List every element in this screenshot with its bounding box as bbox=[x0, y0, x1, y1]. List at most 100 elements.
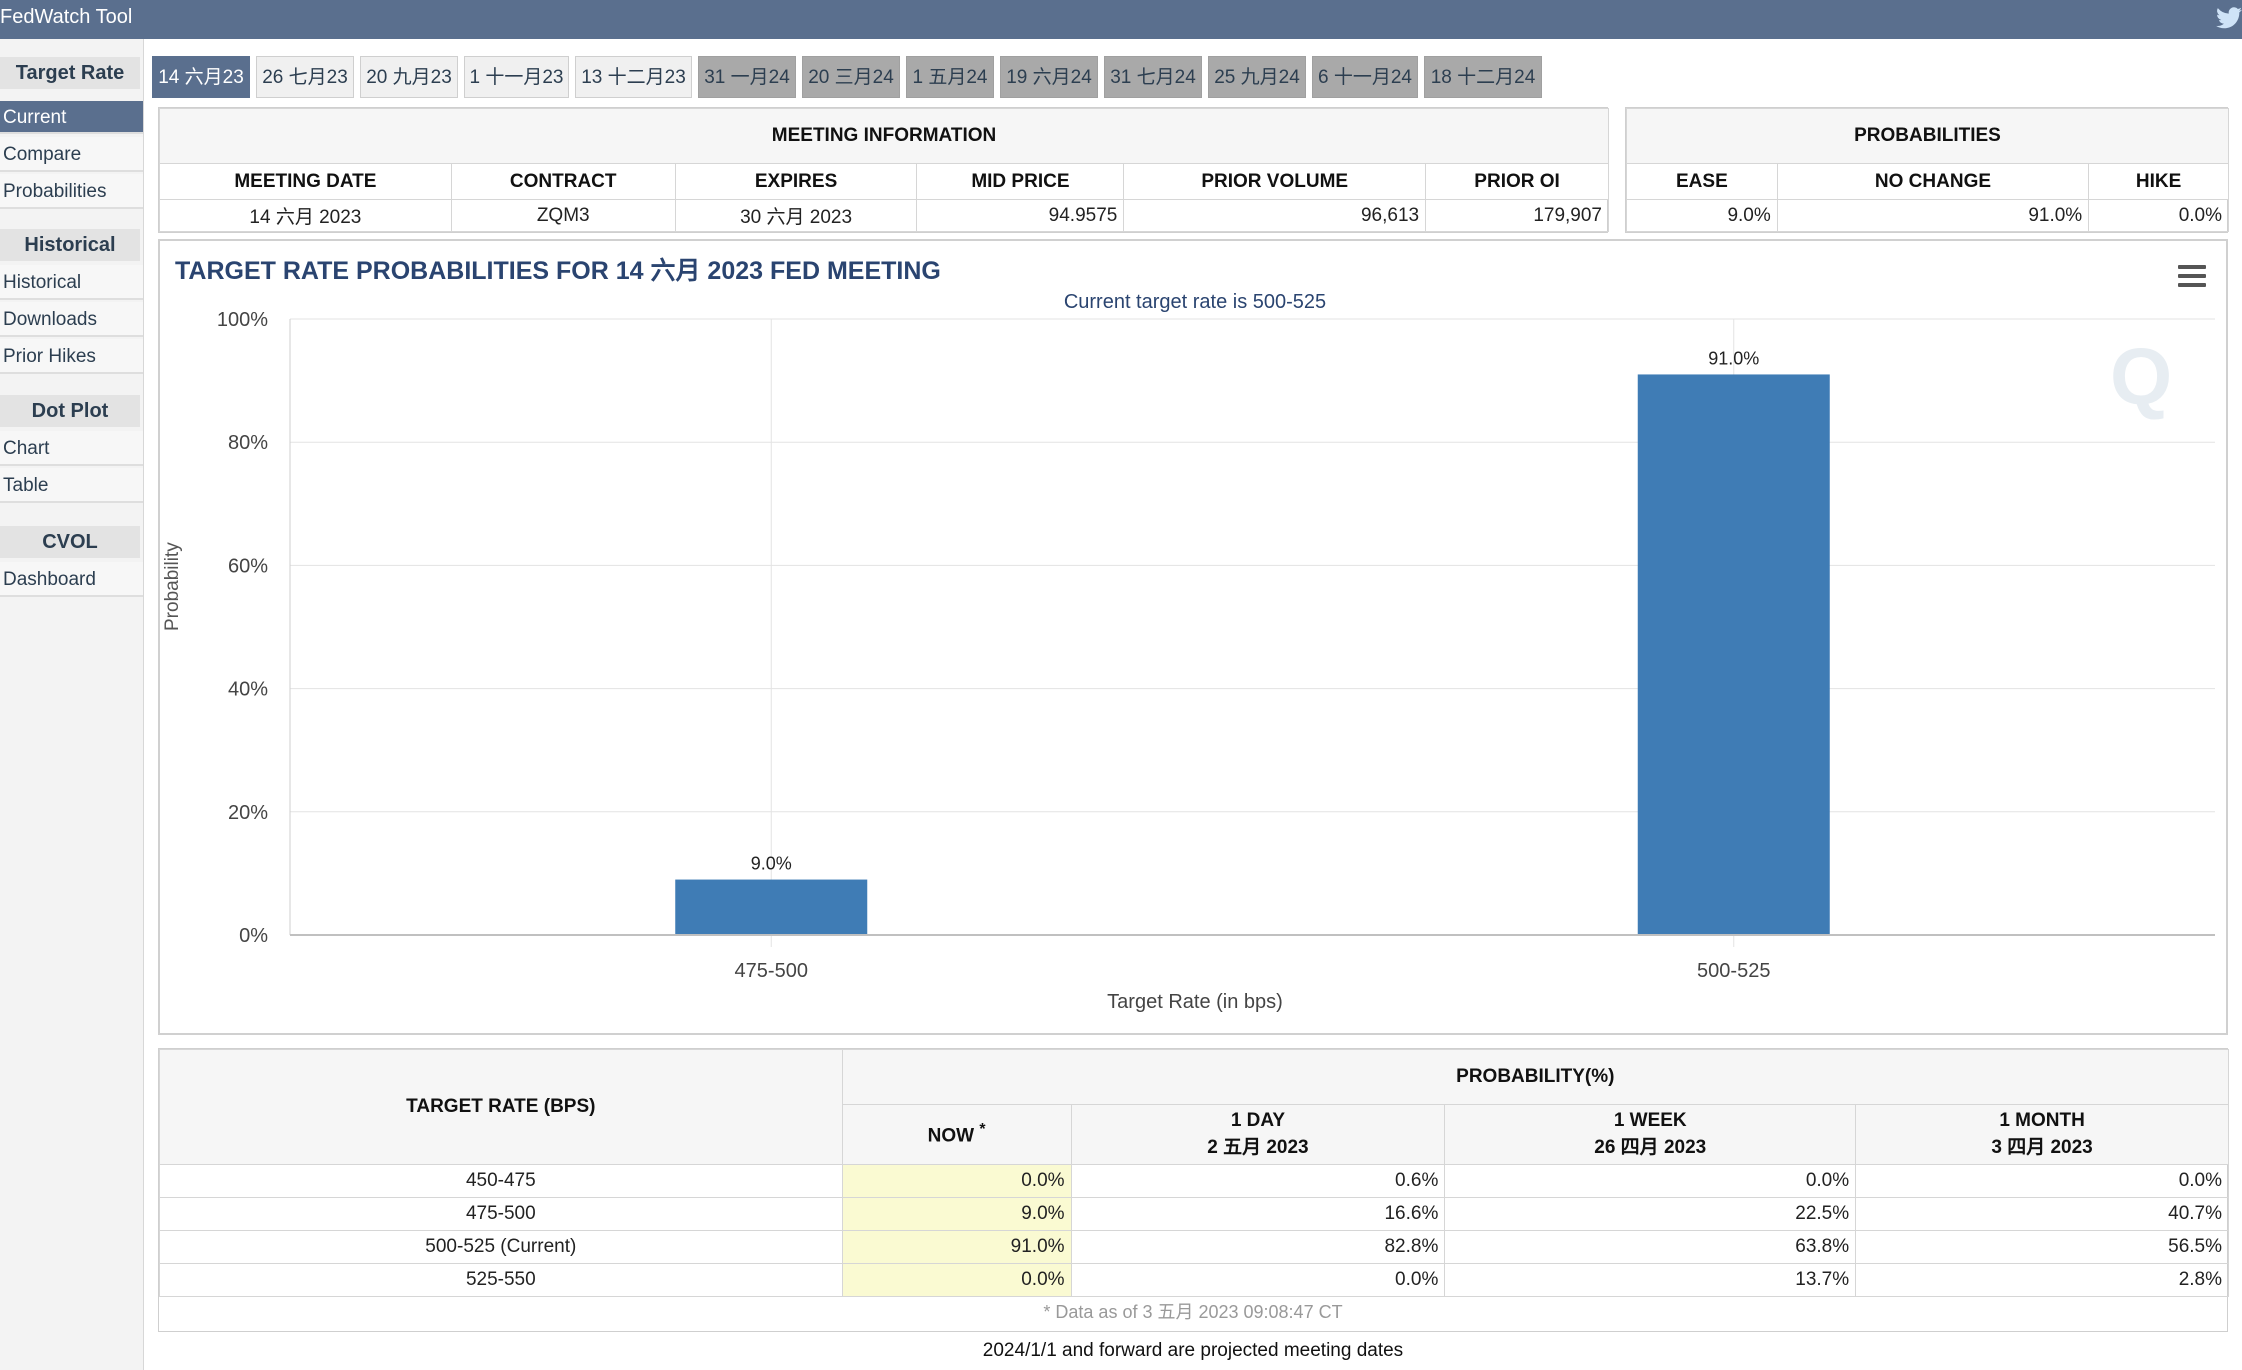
one-week-cell: 0.0% bbox=[1444, 1164, 1857, 1198]
col-contract: CONTRACT bbox=[450, 163, 676, 200]
one-week-cell: 63.8% bbox=[1444, 1230, 1857, 1264]
sidebar-heading-dot-plot[interactable]: Dot Plot bbox=[0, 395, 140, 427]
prior-oi-value: 179,907 bbox=[1425, 199, 1609, 232]
prior-volume-value: 96,613 bbox=[1123, 199, 1427, 232]
target-rate-cell: 450-475 bbox=[159, 1164, 843, 1198]
chart-subtitle: Current target rate is 500-525 bbox=[1063, 291, 1327, 313]
col-ease: EASE bbox=[1626, 163, 1778, 200]
col-1-week: 1 WEEK 26 四月 2023 bbox=[1444, 1104, 1857, 1165]
one-day-cell: 0.0% bbox=[1070, 1263, 1446, 1297]
one-month-cell: 2.8% bbox=[1855, 1263, 2229, 1297]
col-meeting-date: MEETING DATE bbox=[159, 163, 452, 200]
y-tick-label: 20% bbox=[228, 802, 268, 824]
sidebar-heading-historical[interactable]: Historical bbox=[0, 229, 140, 261]
col-prior-volume: PRIOR VOLUME bbox=[1123, 163, 1427, 200]
tab-meeting-projected[interactable]: 19 六月24 bbox=[1000, 56, 1098, 98]
sidebar-item-current[interactable]: Current bbox=[0, 101, 143, 134]
y-tick-label: 0% bbox=[239, 925, 268, 947]
twitter-icon[interactable] bbox=[2216, 7, 2242, 29]
probabilities-heading: PROBABILITIES bbox=[1626, 108, 2229, 164]
y-tick-label: 60% bbox=[228, 555, 268, 577]
sidebar-item-compare[interactable]: Compare bbox=[0, 137, 143, 172]
tab-meeting-projected[interactable]: 6 十一月24 bbox=[1312, 56, 1418, 98]
contract-value: ZQM3 bbox=[450, 199, 676, 232]
one-week-cell: 13.7% bbox=[1444, 1263, 1857, 1297]
now-cell: 9.0% bbox=[841, 1197, 1072, 1231]
one-month-cell: 0.0% bbox=[1855, 1164, 2229, 1198]
tab-meeting-projected[interactable]: 31 一月24 bbox=[698, 56, 796, 98]
tab-meeting-projected[interactable]: 31 七月24 bbox=[1104, 56, 1202, 98]
x-axis-title: Target Rate (in bps) bbox=[1107, 991, 1283, 1013]
top-bar: FedWatch Tool bbox=[0, 0, 2242, 39]
bar-data-label: 91.0% bbox=[1708, 348, 1759, 368]
tab-meeting[interactable]: 26 七月23 bbox=[256, 56, 354, 98]
sidebar-item-historical[interactable]: Historical bbox=[0, 265, 143, 300]
tab-meeting-projected[interactable]: 20 三月24 bbox=[802, 56, 900, 98]
ease-value: 9.0% bbox=[1626, 199, 1778, 232]
sidebar-heading-target-rate[interactable]: Target Rate bbox=[0, 57, 140, 89]
y-tick-label: 100% bbox=[217, 309, 268, 331]
target-rate-cell: 475-500 bbox=[159, 1197, 843, 1231]
col-mid-price: MID PRICE bbox=[916, 163, 1125, 200]
tab-meeting-projected[interactable]: 1 五月24 bbox=[906, 56, 994, 98]
hike-value: 0.0% bbox=[2088, 199, 2229, 232]
col-target-rate: TARGET RATE (BPS) bbox=[159, 1049, 843, 1165]
now-cell: 0.0% bbox=[841, 1263, 1072, 1297]
now-cell: 0.0% bbox=[841, 1164, 1072, 1198]
tab-meeting-projected[interactable]: 25 九月24 bbox=[1208, 56, 1306, 98]
meeting-date-value: 14 六月 2023 bbox=[159, 199, 452, 232]
no-change-value: 91.0% bbox=[1776, 199, 2090, 232]
col-1-month: 1 MONTH 3 四月 2023 bbox=[1855, 1104, 2229, 1165]
chart-panel: TARGET RATE PROBABILITIES FOR 14 六月 2023… bbox=[158, 239, 2228, 1035]
col-no-change: NO CHANGE bbox=[1776, 163, 2090, 200]
col-prior-oi: PRIOR OI bbox=[1425, 163, 1609, 200]
col-hike: HIKE bbox=[2088, 163, 2229, 200]
one-week-cell: 22.5% bbox=[1444, 1197, 1857, 1231]
table-row: 475-500 9.0% 16.6% 22.5% 40.7% bbox=[159, 1197, 2229, 1231]
bar bbox=[675, 879, 868, 935]
sidebar-item-dashboard[interactable]: Dashboard bbox=[0, 562, 143, 597]
meeting-info-panel: MEETING INFORMATION MEETING DATE CONTRAC… bbox=[158, 107, 1609, 233]
one-day-cell: 16.6% bbox=[1070, 1197, 1446, 1231]
tab-meeting[interactable]: 14 六月23 bbox=[152, 56, 250, 98]
table-row: 450-475 0.0% 0.6% 0.0% 0.0% bbox=[159, 1164, 2229, 1198]
one-day-cell: 0.6% bbox=[1070, 1164, 1446, 1198]
sidebar-heading-cvol[interactable]: CVOL bbox=[0, 526, 140, 558]
bar-chart: 0% 20% 40% 60% 80% 100% 9.0% 475-500 91.0% 500-52… bbox=[217, 309, 2215, 981]
x-tick-label: 500-525 bbox=[1697, 960, 1770, 981]
sidebar-item-probabilities[interactable]: Probabilities bbox=[0, 174, 143, 209]
now-cell: 91.0% bbox=[841, 1230, 1072, 1264]
sidebar-item-prior-hikes[interactable]: Prior Hikes bbox=[0, 339, 143, 374]
target-rate-cell: 525-550 bbox=[159, 1263, 843, 1297]
tab-meeting[interactable]: 1 十一月23 bbox=[464, 56, 569, 98]
one-day-cell: 82.8% bbox=[1070, 1230, 1446, 1264]
table-row: 525-550 0.0% 0.0% 13.7% 2.8% bbox=[159, 1263, 2229, 1297]
col-1-day: 1 DAY 2 五月 2023 bbox=[1070, 1104, 1446, 1165]
tab-meeting[interactable]: 20 九月23 bbox=[360, 56, 458, 98]
bar-data-label: 9.0% bbox=[751, 854, 792, 874]
sidebar-item-table[interactable]: Table bbox=[0, 468, 143, 503]
x-tick-label: 475-500 bbox=[735, 960, 808, 981]
sidebar: Target Rate Current Compare Probabilitie… bbox=[0, 39, 144, 1370]
y-tick-label: 40% bbox=[228, 679, 268, 701]
one-month-cell: 56.5% bbox=[1855, 1230, 2229, 1264]
probability-table-panel: TARGET RATE (BPS) PROBABILITY(%) NOW * 1… bbox=[158, 1048, 2230, 1332]
meeting-info-table: MEETING INFORMATION MEETING DATE CONTRAC… bbox=[159, 108, 1609, 232]
meeting-info-heading: MEETING INFORMATION bbox=[159, 108, 1609, 164]
app-title: FedWatch Tool bbox=[0, 6, 133, 28]
tab-meeting-projected[interactable]: 18 十二月24 bbox=[1424, 56, 1542, 98]
tab-meeting[interactable]: 13 十二月23 bbox=[575, 56, 692, 98]
sidebar-item-chart[interactable]: Chart bbox=[0, 431, 143, 466]
expires-value: 30 六月 2023 bbox=[674, 199, 918, 232]
bar bbox=[1637, 374, 1830, 935]
col-expires: EXPIRES bbox=[674, 163, 918, 200]
sidebar-item-downloads[interactable]: Downloads bbox=[0, 302, 143, 337]
probabilities-table: PROBABILITIES EASE NO CHANGE HIKE 9.0% 9… bbox=[1626, 108, 2229, 232]
data-timestamp-footnote: * Data as of 3 五月 2023 09:08:47 CT bbox=[1043, 1302, 1343, 1322]
projected-dates-note: 2024/1/1 and forward are projected meeti… bbox=[982, 1340, 1404, 1361]
chart-menu-icon[interactable] bbox=[2178, 265, 2206, 287]
chart-title: TARGET RATE PROBABILITIES FOR 14 六月 2023… bbox=[175, 257, 941, 285]
probabilities-panel: PROBABILITIES EASE NO CHANGE HIKE 9.0% 9… bbox=[1625, 107, 2229, 233]
table-row: 500-525 (Current) 91.0% 82.8% 63.8% 56.5… bbox=[159, 1230, 2229, 1264]
target-rate-cell: 500-525 (Current) bbox=[159, 1230, 843, 1264]
